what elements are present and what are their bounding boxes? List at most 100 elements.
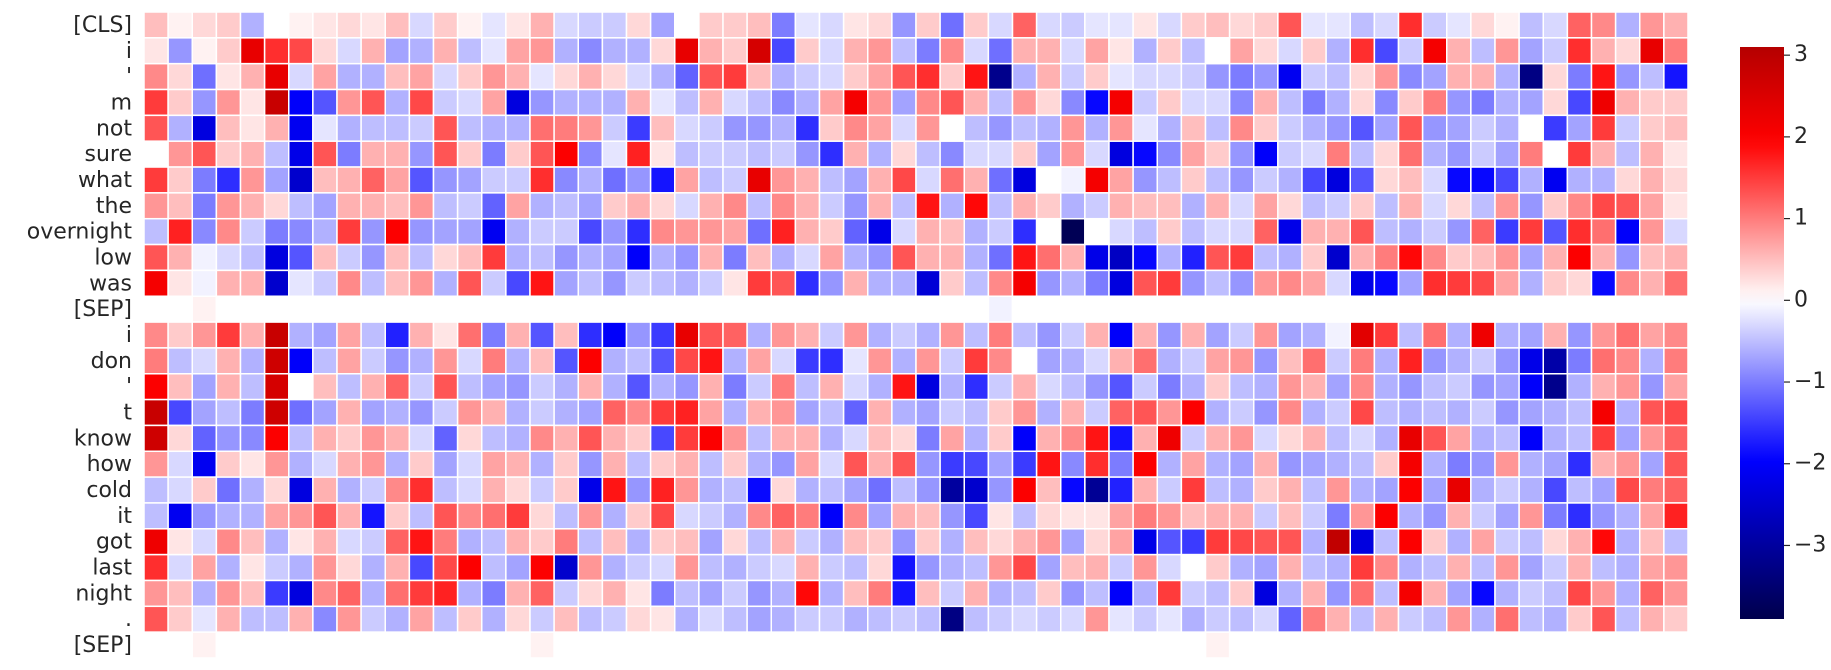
heatmap-cell: [649, 321, 676, 349]
heatmap-cell: [1470, 62, 1496, 91]
heatmap-cell: [432, 424, 459, 453]
heatmap-cell: [1663, 424, 1689, 453]
row-label: i: [126, 323, 132, 348]
heatmap-cell: [1301, 373, 1327, 401]
heatmap-cell: [1663, 450, 1689, 478]
heatmap-cell: [601, 11, 628, 39]
heatmap-cell: [1301, 37, 1327, 65]
heatmap-cell: [1325, 166, 1351, 194]
heatmap-cell: [312, 166, 338, 194]
heatmap-cell: [553, 217, 579, 246]
heatmap-cell: [1228, 88, 1255, 117]
heatmap-cell: [1518, 243, 1544, 272]
heatmap-cell: [1228, 37, 1255, 65]
heatmap-cell: [577, 502, 604, 530]
heatmap-cell: [625, 295, 652, 323]
heatmap-cell: [794, 528, 821, 556]
heatmap-cell: [674, 140, 700, 168]
heatmap-cell: [456, 295, 483, 323]
heatmap-cell: [191, 295, 218, 323]
heatmap-cell: [867, 295, 893, 323]
heatmap-cell: [239, 631, 266, 659]
heatmap-cell: [1156, 605, 1183, 633]
heatmap-cell: [312, 243, 338, 272]
heatmap-cell: [1204, 424, 1231, 453]
heatmap-cell: [1590, 243, 1617, 272]
heatmap-cell: [1590, 631, 1617, 659]
heatmap-cell: [891, 605, 917, 633]
heatmap-cell: [1180, 476, 1207, 504]
heatmap-cell: [1060, 114, 1086, 142]
heatmap-cell: [1011, 140, 1038, 168]
heatmap-cell: [384, 140, 411, 168]
heatmap-cell: [408, 631, 435, 659]
heatmap-cell: [1156, 295, 1183, 323]
heatmap-cell: [1301, 321, 1327, 349]
heatmap-cell: [1084, 192, 1110, 220]
heatmap-cell: [1446, 217, 1472, 246]
heatmap-cell: [674, 553, 700, 582]
heatmap-cell: [1325, 217, 1351, 246]
heatmap-cell: [1349, 11, 1376, 39]
heatmap-cell: [1060, 476, 1086, 504]
heatmap-cell: [1349, 605, 1376, 633]
heatmap-cell: [1590, 37, 1617, 65]
heatmap-cell: [1060, 37, 1086, 65]
heatmap-cell: [842, 321, 869, 349]
heatmap-cell: [1228, 502, 1255, 530]
heatmap-cell: [649, 528, 676, 556]
heatmap-cell: [1132, 450, 1158, 478]
heatmap-cell: [1228, 269, 1255, 297]
heatmap-cell: [456, 528, 483, 556]
heatmap-cell: [1663, 243, 1689, 272]
heatmap-cell: [1446, 11, 1472, 39]
heatmap-cell: [215, 450, 242, 478]
heatmap-cell: [963, 166, 990, 194]
heatmap-cell: [1253, 62, 1279, 91]
heatmap-cell: [215, 502, 242, 530]
heatmap-cell: [1277, 140, 1303, 168]
heatmap-cell: [1590, 373, 1617, 401]
heatmap-cell: [263, 631, 290, 659]
heatmap-cell: [1060, 166, 1086, 194]
heatmap-cell: [722, 114, 748, 142]
heatmap-cell: [1518, 166, 1544, 194]
heatmap-cell: [1204, 321, 1231, 349]
heatmap-cell: [891, 114, 917, 142]
heatmap-cell: [1590, 579, 1617, 608]
heatmap-cell: [674, 192, 700, 220]
heatmap-cell: [553, 62, 579, 91]
heatmap-cell: [939, 62, 965, 91]
heatmap-cell: [1156, 166, 1183, 194]
heatmap-cell: [794, 373, 821, 401]
heatmap-cell: [794, 166, 821, 194]
heatmap-cell: [505, 631, 531, 659]
heatmap-cell: [1228, 192, 1255, 220]
heatmap-cell: [239, 373, 266, 401]
heatmap-cell: [1108, 528, 1134, 556]
heatmap-cell: [794, 321, 821, 349]
heatmap-cell: [553, 424, 579, 453]
heatmap-cell: [842, 373, 869, 401]
heatmap-cell: [625, 88, 652, 117]
heatmap-cell: [456, 269, 483, 297]
heatmap-cell: [432, 605, 459, 633]
heatmap-cell: [336, 295, 362, 323]
heatmap-cell: [1614, 450, 1641, 478]
heatmap-cell: [191, 37, 218, 65]
heatmap-cell: [1542, 192, 1569, 220]
heatmap-cell: [1373, 62, 1400, 91]
heatmap-cell: [867, 373, 893, 401]
heatmap-cell: [1228, 347, 1255, 375]
heatmap-cell: [336, 605, 362, 633]
heatmap-cell: [505, 62, 531, 91]
heatmap-cell: [842, 476, 869, 504]
heatmap-cell: [1301, 269, 1327, 297]
heatmap-cell: [1542, 269, 1569, 297]
heatmap-cell: [674, 11, 700, 39]
heatmap-cell: [481, 114, 507, 142]
heatmap-cell: [288, 37, 314, 65]
heatmap-cell: [963, 88, 990, 117]
heatmap-cell: [987, 192, 1014, 220]
heatmap-cell: [1470, 579, 1496, 608]
